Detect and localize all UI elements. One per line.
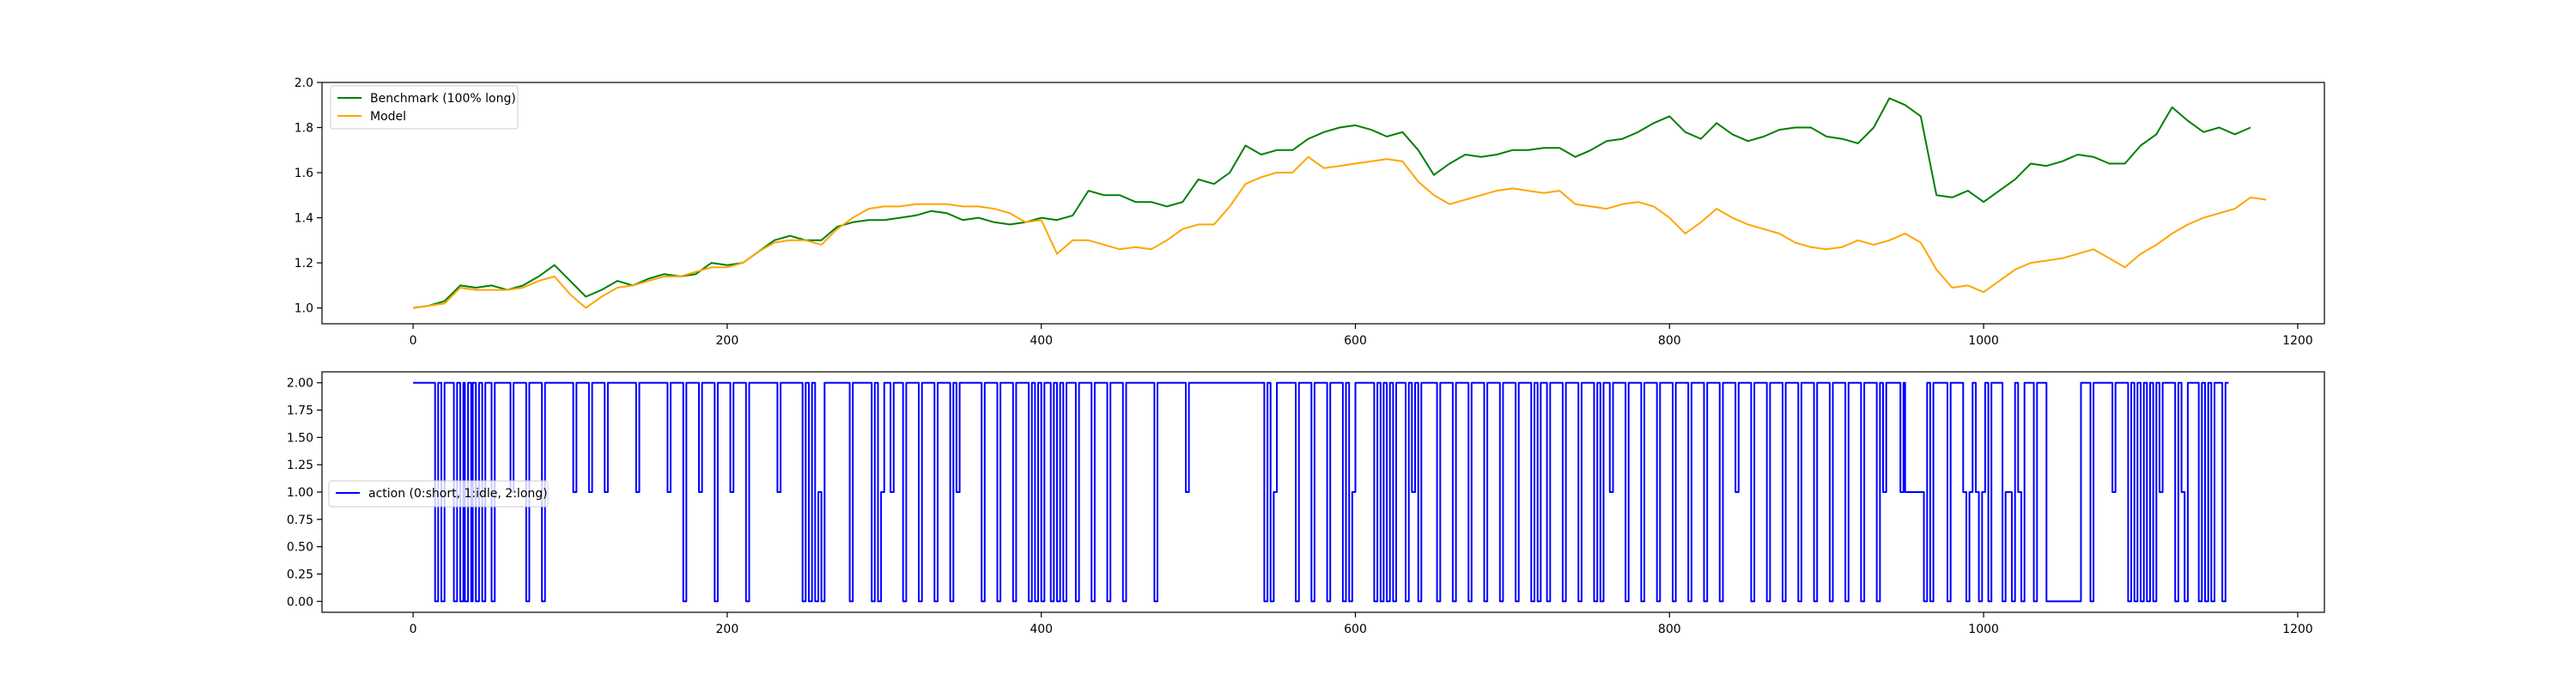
y-tick-label: 0.00 xyxy=(287,595,313,609)
x-tick-label: 1000 xyxy=(1968,623,1999,636)
legend-box xyxy=(330,85,519,130)
legend-label: Benchmark (100% long) xyxy=(370,92,516,106)
y-tick-label: 0.50 xyxy=(287,541,313,555)
x-tick-label: 400 xyxy=(1030,334,1053,348)
y-tick-label: 0.75 xyxy=(287,514,313,527)
y-tick-label: 1.50 xyxy=(287,431,313,445)
bottom-panel: 0 200 400 600 800 1000 1200 0.00 0.25 0.50 0.75 1.0… xyxy=(287,371,2325,636)
y-tick-label: 0.25 xyxy=(287,568,313,581)
x-tick-label: 200 xyxy=(716,623,739,636)
series-line-0-0 xyxy=(412,97,2251,309)
y-tick-label: 1.25 xyxy=(287,459,313,472)
legend-label: Model xyxy=(370,110,406,124)
y-tick-label: 1.4 xyxy=(295,212,313,226)
x-tick-label: 400 xyxy=(1030,623,1053,636)
top-panel: 0 200 400 600 800 1000 1200 1.0 1.2 1.4 1.6 1.8 2.0 B… xyxy=(295,76,2325,348)
x-tick-label: 0 xyxy=(410,623,417,636)
legend-box xyxy=(328,480,549,508)
y-tick-label: 2.00 xyxy=(287,377,313,391)
x-tick-label: 800 xyxy=(1658,334,1681,348)
x-tick-label: 600 xyxy=(1344,623,1367,636)
x-tick-label: 600 xyxy=(1344,334,1367,348)
x-tick-label: 800 xyxy=(1658,623,1681,636)
y-tick-label: 1.0 xyxy=(295,302,313,316)
y-tick-label: 2.0 xyxy=(295,76,313,90)
series-line-0-1 xyxy=(412,155,2267,309)
x-tick-label: 1000 xyxy=(1968,334,1999,348)
x-tick-label: 1200 xyxy=(2282,623,2313,636)
x-tick-label: 0 xyxy=(410,334,417,348)
legend: Benchmark (100% long) Model xyxy=(330,85,519,130)
series-line-1-0 xyxy=(413,381,2229,603)
y-tick-label: 1.75 xyxy=(287,404,313,418)
x-tick-label: 200 xyxy=(716,334,739,348)
y-tick-label: 1.6 xyxy=(295,167,313,180)
y-tick-label: 1.2 xyxy=(295,257,313,271)
x-tick-label: 1200 xyxy=(2282,334,2313,348)
axes-frame xyxy=(321,82,2325,325)
y-tick-label: 1.8 xyxy=(295,122,313,136)
legend-label: action (0:short, 1:idle, 2:long) xyxy=(368,487,548,501)
legend: action (0:short, 1:idle, 2:long) xyxy=(328,480,549,508)
y-tick-label: 1.00 xyxy=(287,486,313,500)
